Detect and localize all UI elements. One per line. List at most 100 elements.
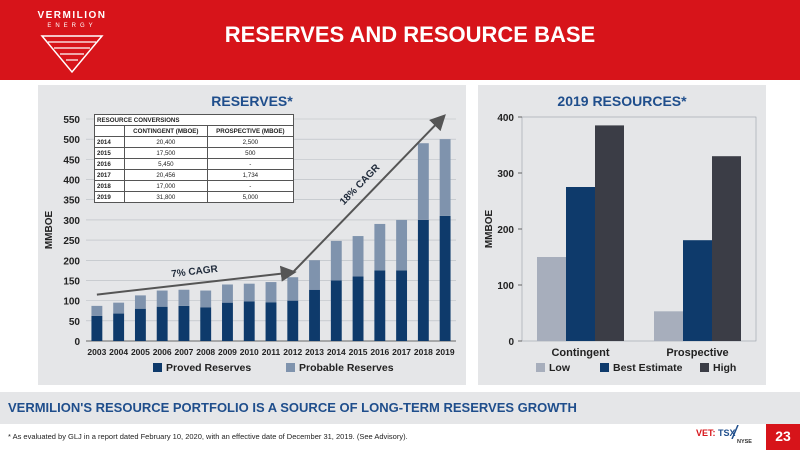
- row-prospective: -: [206, 180, 295, 192]
- row-prospective: 500: [206, 147, 295, 159]
- resources-chart-title: 2019 RESOURCES*: [557, 93, 687, 109]
- probable-bar: [287, 277, 299, 301]
- page-number: 23: [766, 424, 800, 450]
- proved-bar: [439, 215, 451, 341]
- proved-bar: [330, 280, 342, 341]
- x-tick-label: 2014: [327, 347, 346, 357]
- table-row: 2018 17,000 -: [94, 180, 295, 192]
- x-tick-label: 2010: [240, 347, 259, 357]
- page-title: RESERVES AND RESOURCE BASE: [224, 22, 596, 47]
- proved-bar: [134, 308, 146, 341]
- probable-bar: [222, 284, 233, 303]
- legend-label-proved: Proved Reserves: [166, 362, 251, 374]
- conversions-header-prospective: PROSPECTIVE (MBOE): [206, 125, 295, 137]
- x-tick-label: Prospective: [666, 347, 728, 359]
- y-tick-label: 50: [69, 317, 81, 328]
- y-tick-label: 150: [63, 276, 80, 287]
- probable-bar: [352, 236, 364, 277]
- x-tick-label: 2009: [218, 347, 237, 357]
- legend-swatch-probable: [286, 363, 295, 372]
- y-axis-label: MMBOE: [44, 211, 55, 250]
- y-tick-label: 0: [508, 337, 514, 348]
- ticker-vet: VET:: [696, 428, 716, 438]
- probable-bar: [200, 290, 212, 308]
- legend-label: High: [713, 362, 736, 374]
- y-tick-label: 0: [74, 337, 80, 348]
- cagr-label: 18% CAGR: [338, 162, 383, 208]
- exchange-slash-icon: [731, 425, 739, 439]
- y-tick-label: 250: [63, 236, 80, 247]
- row-contingent: 17,000: [124, 180, 208, 192]
- legend-label: Best Estimate: [613, 362, 683, 374]
- x-tick-label: 2011: [262, 347, 281, 357]
- row-year: 2016: [94, 158, 125, 170]
- probable-bar: [265, 282, 277, 303]
- x-tick-label: 2008: [196, 347, 215, 357]
- row-contingent: 31,800: [124, 191, 208, 203]
- y-axis-label: MMBOE: [484, 210, 495, 249]
- table-row: 2014 20,400 2,500: [94, 136, 295, 148]
- probable-bar: [374, 223, 386, 271]
- row-prospective: 1,734: [206, 169, 295, 181]
- tagline: VERMILION'S RESOURCE PORTFOLIO IS A SOUR…: [0, 392, 800, 424]
- cagr-arrow: [292, 114, 446, 274]
- x-tick-label: 2016: [370, 347, 389, 357]
- row-year: 2017: [94, 169, 125, 181]
- row-contingent: 17,500: [124, 147, 208, 159]
- legend-swatch: [700, 363, 709, 372]
- row-year: 2018: [94, 180, 125, 192]
- y-tick-label: 200: [497, 225, 514, 236]
- proved-bar: [309, 289, 320, 341]
- high-bar: [595, 125, 624, 342]
- proved-bar: [352, 276, 364, 341]
- x-tick-label: 2006: [153, 347, 172, 357]
- logo-emblem-icon: [40, 35, 104, 74]
- proved-bar: [243, 301, 255, 341]
- proved-bar: [91, 315, 103, 341]
- high-bar: [712, 156, 741, 341]
- row-prospective: 5,000: [206, 191, 295, 203]
- y-tick-label: 450: [63, 155, 80, 166]
- proved-bar: [396, 270, 408, 341]
- resource-conversions-table: RESOURCE CONVERSIONS CONTINGENT (MBOE) P…: [94, 114, 295, 203]
- conversions-table-title: RESOURCE CONVERSIONS: [94, 114, 294, 126]
- proved-bar: [156, 306, 168, 341]
- probable-bar: [91, 305, 103, 316]
- legend-label-probable: Probable Reserves: [299, 362, 394, 374]
- x-tick-label: 2013: [305, 347, 324, 357]
- probable-bar: [439, 139, 451, 216]
- row-year: 2015: [94, 147, 125, 159]
- y-tick-label: 400: [497, 113, 514, 124]
- conversions-header-contingent: CONTINGENT (MBOE): [124, 125, 208, 137]
- table-row: 2017 20,456 1,734: [94, 169, 295, 181]
- x-tick-label: 2018: [414, 347, 433, 357]
- row-contingent: 20,456: [124, 169, 208, 181]
- probable-bar: [330, 240, 342, 281]
- legend-swatch: [600, 363, 609, 372]
- ticker-nyse: NYSE: [737, 439, 752, 445]
- ticker-tsx: TSX: [718, 428, 736, 438]
- proved-bar: [200, 307, 212, 341]
- vermilion-logo: VERMILION ENERGY: [20, 8, 124, 78]
- x-tick-label: 2015: [349, 347, 368, 357]
- probable-bar: [134, 295, 146, 309]
- ticker-symbol: VET: TSX: [696, 428, 736, 438]
- legend-label: Low: [549, 362, 571, 374]
- proved-bar: [265, 302, 277, 341]
- x-tick-label: 2012: [283, 347, 302, 357]
- y-tick-label: 200: [63, 256, 80, 267]
- proved-bar: [222, 302, 233, 341]
- probable-bar: [156, 290, 168, 307]
- y-tick-label: 400: [63, 176, 80, 187]
- probable-bar: [113, 302, 125, 314]
- y-tick-label: 100: [497, 281, 514, 292]
- proved-bar: [417, 219, 429, 341]
- header-banner: VERMILION ENERGY RESERVES AND RESOURCE B…: [0, 0, 800, 80]
- best-estimate-bar: [683, 240, 712, 341]
- proved-bar: [287, 300, 299, 341]
- row-year: 2019: [94, 191, 125, 203]
- row-contingent: 5,450: [124, 158, 208, 170]
- y-tick-label: 550: [63, 115, 80, 126]
- best-estimate-bar: [566, 187, 595, 341]
- x-tick-label: 2003: [87, 347, 106, 357]
